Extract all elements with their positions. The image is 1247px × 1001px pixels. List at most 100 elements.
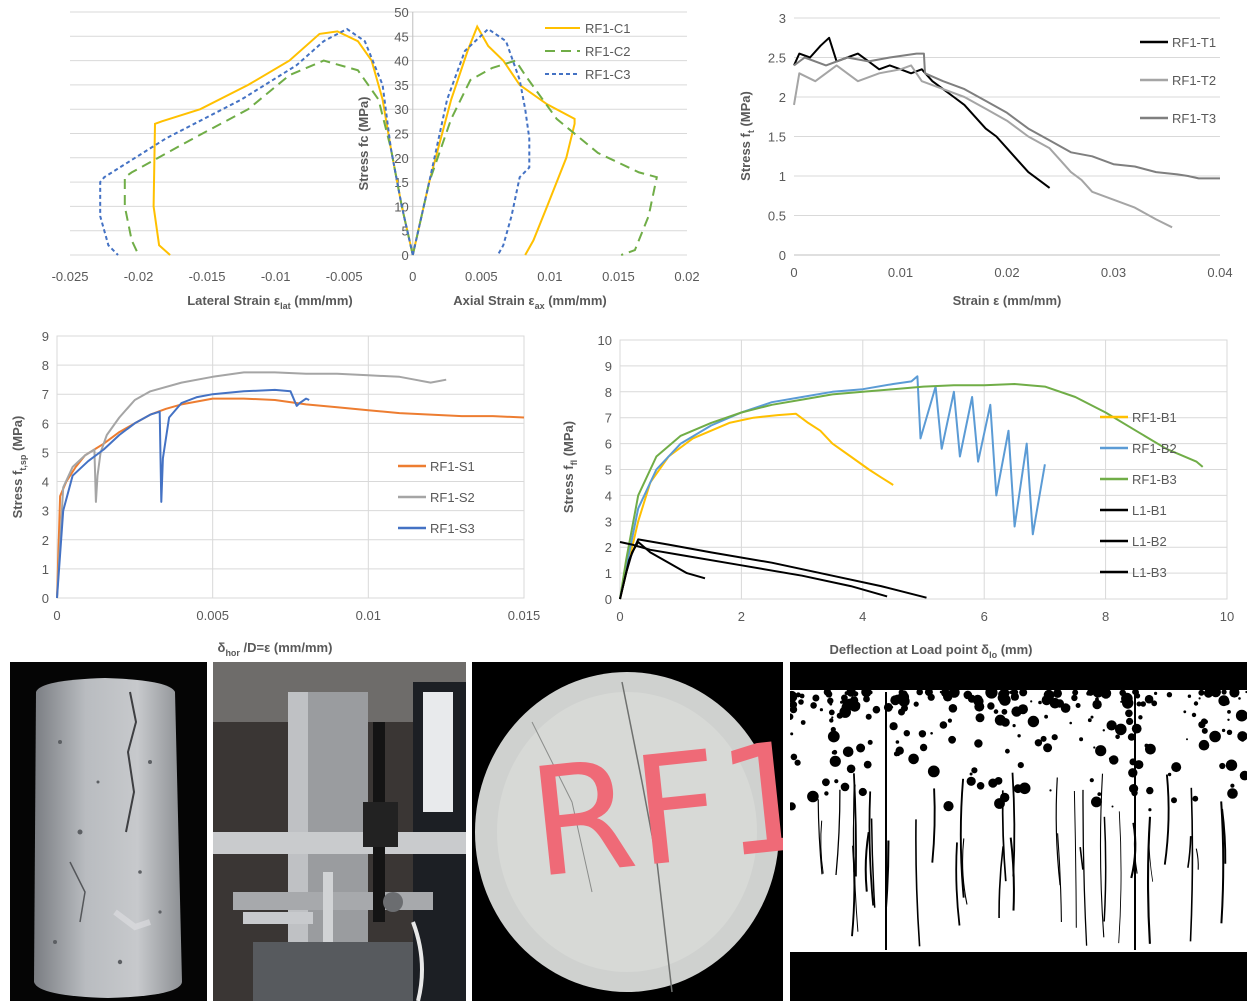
crack-speck — [1154, 691, 1158, 695]
crack-speck — [1095, 745, 1107, 757]
y-axis-title: Stress ft (MPa) — [738, 91, 756, 181]
flexure-chart: 0 1 2 3 4 5 6 7 8 9 10 0 2 4 6 8 10 RF1-B1 RF1-B2 RF1-B3 L1-… — [561, 333, 1234, 660]
crack-speck — [795, 762, 799, 765]
crack-speck — [1090, 715, 1094, 719]
crack-speck — [810, 702, 817, 709]
crack-speck — [834, 779, 839, 784]
crack-speck — [822, 778, 830, 787]
crack-speck — [1144, 694, 1154, 704]
crack-speck — [1230, 783, 1235, 788]
crack-speck — [1136, 701, 1142, 707]
crack-speck — [943, 801, 954, 812]
legend-label: RF1-S1 — [430, 459, 475, 474]
crack-speck — [1092, 699, 1102, 710]
crack-speck — [1203, 688, 1214, 698]
crack-line — [1099, 773, 1105, 938]
crack-speck — [1239, 770, 1247, 781]
crack-line — [962, 838, 968, 905]
y-tick-label: 9 — [605, 359, 612, 374]
crack-speck — [985, 686, 998, 699]
crack-speck — [1093, 746, 1096, 749]
x-tick-label: 0.015 — [602, 269, 635, 284]
crack-line — [1189, 787, 1194, 942]
y-tick-label: 3 — [42, 504, 49, 519]
series-line-rf1-c2-axial — [411, 59, 658, 256]
crack-speck — [1128, 768, 1138, 778]
crack-speck — [913, 701, 919, 707]
crack-speck — [867, 739, 873, 745]
x-tick-label: 8 — [1102, 609, 1109, 624]
y-tick-label: 2 — [779, 90, 786, 105]
series-line-rf1-s3 — [56, 388, 310, 599]
y-tick-label: 5 — [605, 463, 612, 478]
crack-speck — [1089, 778, 1094, 783]
crack-speck — [1237, 731, 1247, 742]
crack-speck — [1043, 743, 1053, 753]
crack-speck — [967, 694, 976, 703]
x-tick-label: 0.01 — [537, 269, 562, 284]
crack-speck — [947, 718, 952, 723]
y-tick-label: 20 — [394, 151, 408, 166]
crack-speck — [1005, 748, 1010, 754]
crack-speck — [1126, 717, 1134, 725]
y-tick-label: 8 — [605, 385, 612, 400]
crack-speck — [1097, 792, 1102, 796]
crack-speck — [919, 743, 928, 752]
crack-speck — [988, 778, 998, 788]
y-tick-label: 0.5 — [768, 209, 786, 224]
crack-speck — [790, 732, 794, 736]
legend-label: L1-B2 — [1132, 534, 1167, 549]
x-tick-label: -0.01 — [261, 269, 291, 284]
crack-speck — [1171, 797, 1177, 804]
x-tick-label: -0.005 — [326, 269, 363, 284]
crack-speck — [1127, 733, 1136, 741]
crack-speck — [1091, 796, 1102, 808]
photo-cylinder — [10, 662, 207, 1001]
x-tick-label: 0.01 — [356, 608, 381, 623]
crack-speck — [800, 720, 806, 725]
crack-speck — [1079, 737, 1084, 742]
crack-speck — [948, 704, 958, 713]
crack-speck — [1075, 703, 1081, 708]
crack-speck — [971, 767, 978, 774]
crack-speck — [1011, 698, 1015, 701]
crack-speck — [832, 749, 838, 755]
crack-speck — [829, 755, 841, 767]
crack-speck — [1119, 689, 1126, 697]
crack-line — [835, 789, 841, 876]
photo-test-setup — [213, 662, 466, 1001]
crack-speck — [1040, 735, 1047, 742]
crack-speck — [908, 753, 919, 765]
crack-speck — [1235, 709, 1247, 722]
crack-speck — [1072, 689, 1079, 696]
x-tick-label: -0.02 — [124, 269, 154, 284]
crack-speck — [846, 687, 856, 697]
crack-line — [1221, 808, 1227, 864]
crack-speck — [819, 708, 823, 712]
crack-speck — [790, 753, 798, 761]
crack-line — [1103, 816, 1107, 922]
x-tick-label: 0.04 — [1207, 265, 1232, 280]
crack-line — [852, 784, 856, 873]
crack-speck — [1129, 784, 1139, 794]
crack-speck — [790, 713, 794, 720]
crack-speck — [1186, 738, 1188, 741]
crack-speck — [790, 705, 798, 714]
x-axis-title: δhor /D=ε (mm/mm) — [218, 640, 333, 658]
crack-line — [1011, 772, 1016, 877]
x-tick-label: 10 — [1220, 609, 1234, 624]
crack-speck — [947, 692, 953, 698]
crack-line — [817, 799, 823, 875]
crack-speck — [1191, 712, 1197, 718]
legend-label: L1-B1 — [1132, 503, 1167, 518]
x-tick-label: 0 — [790, 265, 797, 280]
crack-line — [1082, 789, 1088, 946]
crack-speck — [872, 705, 881, 714]
series-line-l1-b3 — [619, 538, 927, 600]
crack-speck — [1227, 710, 1231, 714]
x-axis-title: Strain ε (mm/mm) — [953, 293, 1062, 308]
crack-speck — [1069, 721, 1072, 725]
crack-speck — [844, 691, 849, 695]
crack-speck — [1229, 687, 1240, 698]
crack-speck — [1198, 689, 1205, 696]
